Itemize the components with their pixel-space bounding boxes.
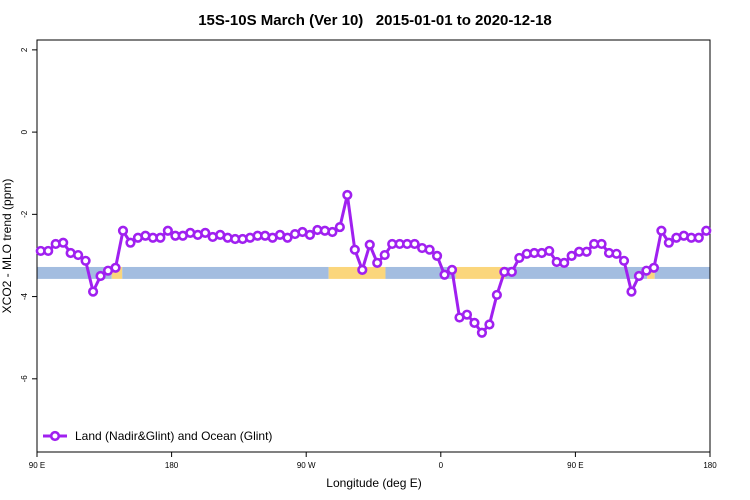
- data-point: [566, 250, 577, 261]
- data-point: [581, 246, 592, 257]
- data-point: [439, 269, 450, 280]
- data-point: [611, 248, 622, 259]
- data-point: [431, 250, 443, 261]
- surface-band: [37, 266, 112, 279]
- data-point: [701, 225, 712, 236]
- data-point: [155, 232, 166, 243]
- data-point: [514, 252, 525, 264]
- plot-frame: [36, 39, 711, 453]
- y-tick-label: 2: [20, 47, 29, 52]
- data-point: [342, 189, 353, 201]
- x-tick-label: 0: [439, 461, 444, 470]
- data-point: [162, 225, 173, 236]
- data-point: [364, 239, 375, 250]
- data-point: [559, 257, 570, 268]
- y-tick-label: -2: [20, 210, 29, 218]
- legend-label: Land (Nadir&Glint) and Ocean (Glint): [75, 429, 272, 443]
- data-point: [476, 327, 488, 338]
- data-point: [446, 264, 458, 275]
- surface-band: [385, 266, 456, 279]
- data-point: [409, 238, 420, 250]
- chart-title: 15S-10S March (Ver 10) 2015-01-01 to 202…: [198, 12, 552, 29]
- data-point: [95, 270, 106, 282]
- data-point: [282, 232, 293, 243]
- data-point: [424, 244, 435, 255]
- legend-marker: [49, 430, 61, 442]
- data-point: [58, 237, 69, 248]
- data-point: [125, 237, 136, 248]
- data-point: [80, 255, 91, 266]
- data-point: [544, 245, 555, 257]
- y-tick-label: 0: [20, 129, 29, 134]
- data-point: [73, 249, 84, 261]
- data-point: [461, 309, 473, 320]
- data-point: [663, 237, 674, 248]
- data-point: [484, 319, 495, 330]
- x-tick-label: 180: [703, 461, 717, 470]
- data-point: [618, 255, 630, 266]
- data-point: [87, 286, 99, 297]
- surface-band: [654, 266, 710, 279]
- data-point: [110, 262, 121, 273]
- data-point: [327, 226, 338, 238]
- x-tick-label: 90 W: [297, 461, 316, 470]
- data-point: [334, 221, 345, 233]
- surface-band: [505, 266, 648, 279]
- surface-band: [455, 266, 506, 279]
- data-point: [379, 249, 390, 261]
- y-tick-label: -4: [20, 292, 29, 300]
- data-point: [596, 238, 607, 250]
- data-point: [43, 245, 54, 257]
- surface-band: [328, 266, 386, 279]
- data-point: [648, 262, 660, 273]
- data-point: [626, 286, 637, 297]
- data-point: [656, 225, 667, 236]
- data-point: [633, 270, 645, 282]
- data-point: [117, 225, 129, 236]
- x-tick-label: 90 E: [567, 461, 583, 470]
- data-point: [372, 257, 383, 268]
- data-point: [304, 229, 316, 240]
- data-point: [349, 244, 360, 255]
- x-tick-label: 180: [165, 461, 179, 470]
- data-point: [506, 266, 517, 278]
- data-point: [200, 227, 211, 238]
- data-point: [693, 232, 704, 243]
- surface-band: [122, 266, 329, 279]
- data-point: [469, 317, 480, 328]
- x-axis-label: Longitude (deg E): [326, 476, 421, 490]
- data-point: [491, 289, 502, 301]
- x-tick-label: 90 E: [29, 461, 45, 470]
- y-tick-label: -6: [20, 375, 29, 383]
- surface-band: [111, 266, 123, 279]
- data-point: [357, 264, 368, 275]
- y-axis-label: XCO2 - MLO trend (ppm): [0, 179, 14, 314]
